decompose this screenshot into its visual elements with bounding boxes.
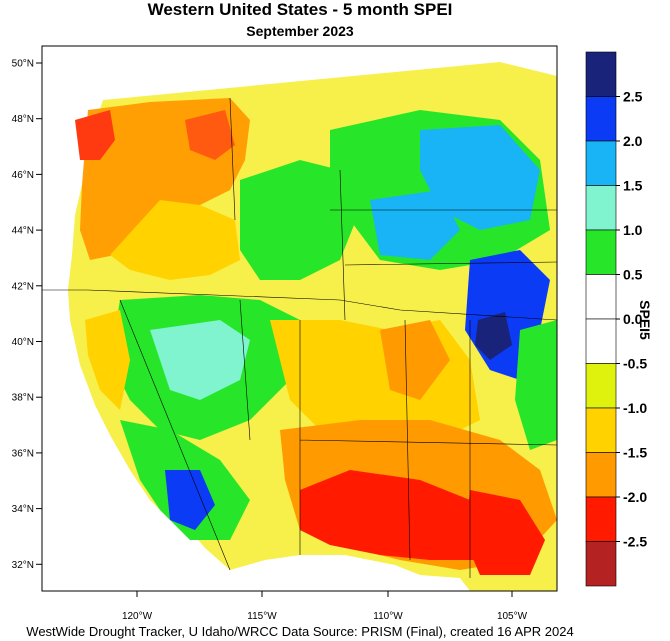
region-sw-red	[300, 470, 500, 560]
region-wa-red	[75, 110, 115, 160]
map-content	[68, 62, 557, 591]
lat-label: 34°N	[12, 504, 34, 515]
colorbar-label: -2.0	[623, 489, 647, 505]
lat-label: 42°N	[12, 281, 34, 292]
lat-label: 36°N	[12, 448, 34, 459]
map-footer: WestWide Drought Tracker, U Idaho/WRCC D…	[26, 624, 574, 639]
colorbar-bin	[585, 318, 617, 364]
colorbar-label: 0.5	[623, 267, 643, 283]
region-or-red	[185, 110, 235, 160]
lat-label: 38°N	[12, 393, 34, 404]
graticule	[42, 97, 557, 578]
lon-label: 120°W	[122, 611, 153, 622]
state-border-lines	[42, 97, 557, 578]
colorbar-label: 0.0	[623, 311, 643, 327]
colorbar-label: 1.5	[623, 178, 643, 194]
colorbar-bin	[585, 541, 617, 587]
colorbar-label: 1.0	[623, 222, 643, 238]
lat-label: 32°N	[12, 560, 34, 571]
longitude-axis: 120°W 115°W 110°W 105°W	[122, 591, 528, 622]
lat-label: 40°N	[12, 337, 34, 348]
colorbar-bin	[585, 407, 617, 453]
colorbar-bin	[585, 185, 617, 231]
lat-label: 46°N	[12, 170, 34, 181]
region-colorado-navy	[475, 312, 512, 360]
colorbar-label: 2.0	[623, 133, 643, 149]
colorbar-bin	[585, 51, 617, 97]
map-frame	[41, 45, 558, 592]
lat-label: 44°N	[12, 226, 34, 237]
colorbar-title: SPEI5	[637, 300, 653, 340]
colorbar-bin	[585, 96, 617, 142]
colorbar-bin	[585, 452, 617, 498]
lat-label: 48°N	[12, 114, 34, 125]
colorbar-label: -1.0	[623, 400, 647, 416]
colorbar-label: -2.5	[623, 534, 647, 550]
lon-label: 110°W	[373, 611, 403, 622]
colorbar-label: 2.5	[623, 89, 643, 105]
colorbar: 2.5 2.0 1.5 1.0 0.5 0.0 -0.5 -1.0 -1.5 -2.0 -2.5	[585, 51, 647, 587]
colorbar-label: -0.5	[623, 356, 647, 372]
region-north-green	[240, 160, 360, 280]
region-pnw-yellow	[110, 200, 240, 280]
region-wy-blue	[370, 190, 460, 260]
lat-label: 50°N	[12, 59, 34, 70]
lon-label: 115°W	[247, 611, 277, 622]
map-subtitle: September 2023	[246, 23, 354, 39]
region-utah-orange	[380, 320, 450, 400]
colorbar-bin	[585, 496, 617, 542]
region-ca-blue	[165, 470, 215, 530]
region-nevada-cyan	[150, 320, 250, 400]
colorbar-bin	[585, 363, 617, 409]
latitude-axis: 50°N 48°N 46°N 44°N 42°N 40°N 38°N 36°N 34°N 32°N	[12, 59, 42, 571]
region-ks-green	[515, 320, 557, 450]
colorbar-bin	[585, 229, 617, 275]
region-ca-yellow	[85, 310, 130, 410]
map-title: Western United States - 5 month SPEI	[147, 0, 453, 19]
region-montana-blue	[420, 125, 540, 230]
region-nm-red	[465, 490, 545, 575]
lon-label: 105°W	[497, 611, 528, 622]
colorbar-bin	[585, 140, 617, 186]
colorbar-bin	[585, 274, 617, 320]
colorbar-label: -1.5	[623, 445, 647, 461]
